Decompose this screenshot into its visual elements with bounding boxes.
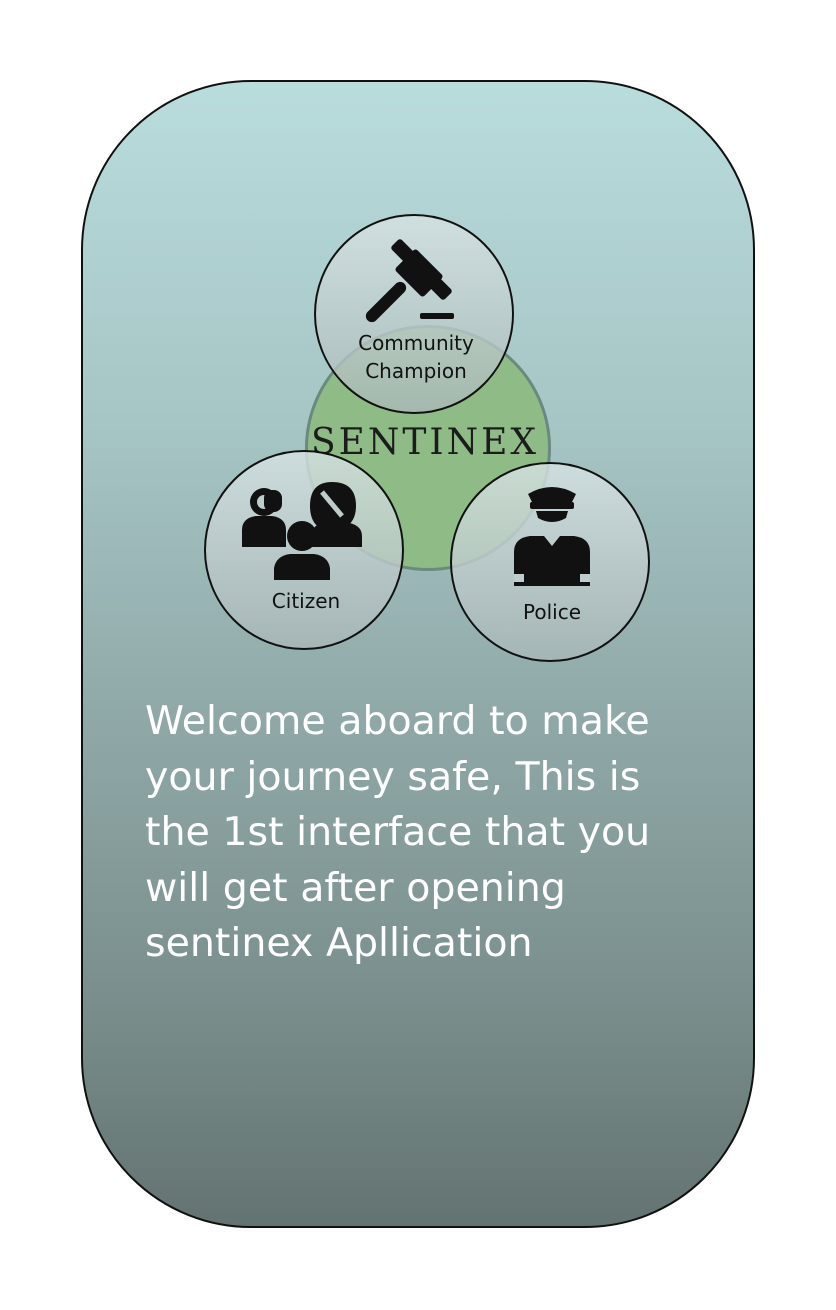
- role-label: Police: [523, 600, 581, 624]
- welcome-message: Welcome aboard to make your journey safe…: [145, 698, 651, 966]
- people-icon: [242, 482, 362, 580]
- brand-title: SENTINEX: [310, 422, 540, 463]
- role-police-button[interactable]: Police: [450, 462, 650, 662]
- role-label: Citizen: [271, 589, 341, 613]
- role-citizen-button[interactable]: Citizen: [204, 450, 404, 650]
- gavel-icon: [365, 239, 454, 323]
- role-label: Community Champion: [358, 331, 474, 383]
- police-officer-icon: [514, 487, 590, 586]
- role-community-champion-button[interactable]: Community Champion: [314, 214, 514, 414]
